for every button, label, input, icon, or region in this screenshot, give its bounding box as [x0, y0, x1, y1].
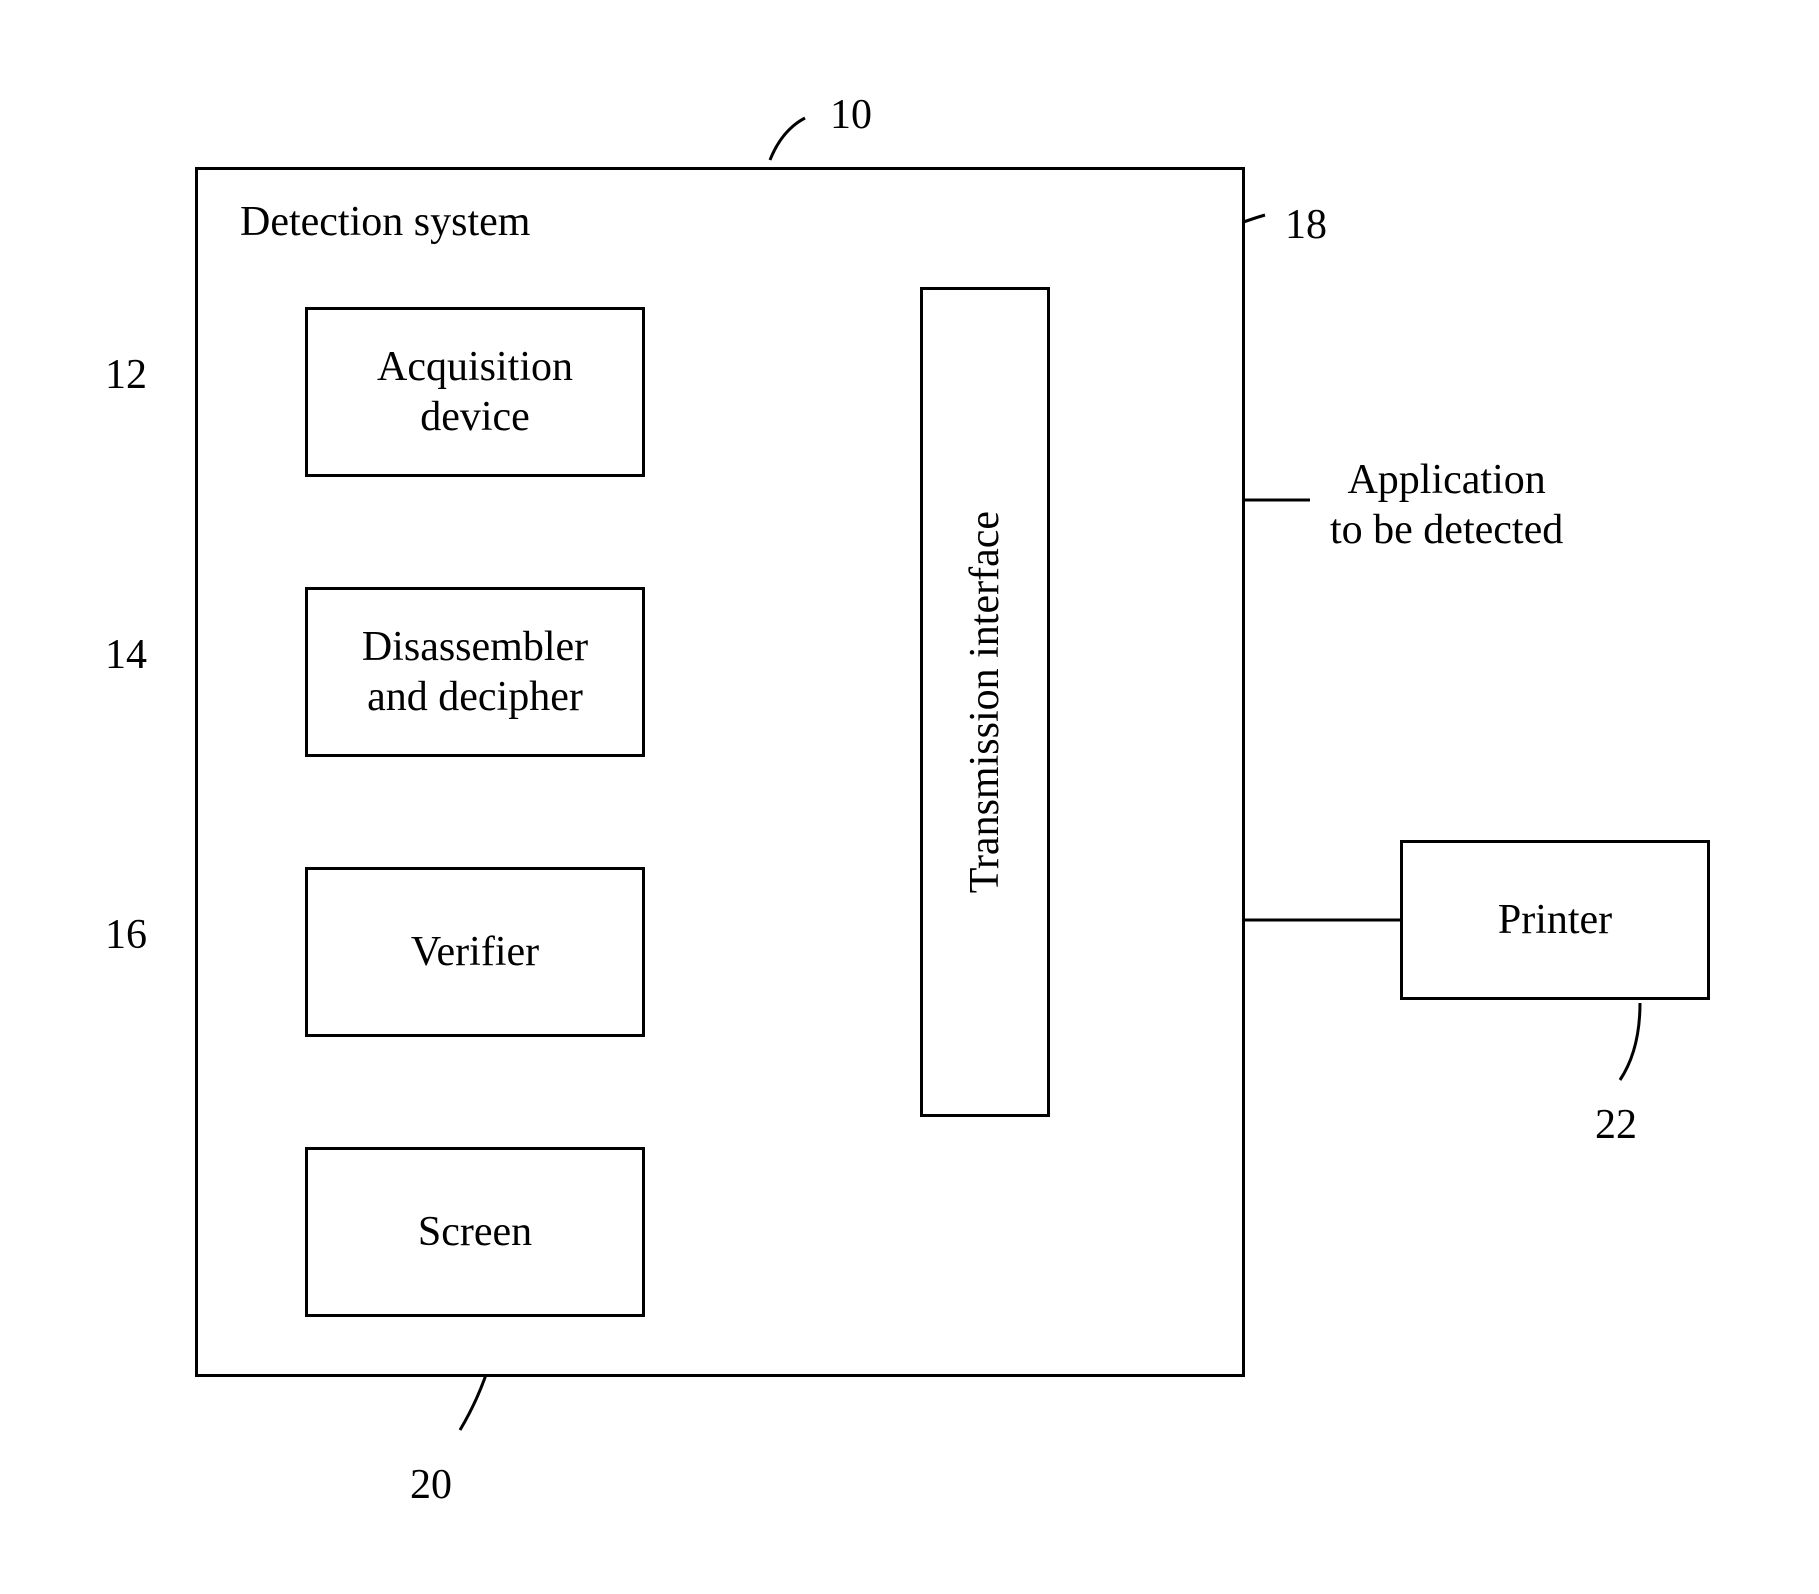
verifier-label: Verifier — [411, 927, 539, 977]
callout-10: 10 — [830, 90, 872, 140]
callout-12: 12 — [105, 350, 147, 400]
disassembler-label: Disassemblerand decipher — [362, 622, 588, 723]
screen-label: Screen — [418, 1207, 532, 1257]
callout-20: 20 — [410, 1460, 452, 1510]
printer-box: Printer — [1400, 840, 1710, 1000]
callout-14: 14 — [105, 630, 147, 680]
screen-box: Screen — [305, 1147, 645, 1317]
application-label: Applicationto be detected — [1330, 455, 1563, 556]
callout-22: 22 — [1595, 1100, 1637, 1150]
acquisition-device-box: Acquisitiondevice — [305, 307, 645, 477]
transmission-interface-label: Transmission interface — [960, 511, 1010, 893]
callout-16: 16 — [105, 910, 147, 960]
transmission-interface-box: Transmission interface — [920, 287, 1050, 1117]
verifier-box: Verifier — [305, 867, 645, 1037]
diagram-canvas: Detection system Acquisitiondevice Disas… — [0, 0, 1819, 1594]
printer-label: Printer — [1498, 895, 1612, 945]
callout-18: 18 — [1285, 200, 1327, 250]
acquisition-device-label: Acquisitiondevice — [377, 342, 573, 443]
detection-system-title: Detection system — [240, 197, 530, 247]
disassembler-box: Disassemblerand decipher — [305, 587, 645, 757]
